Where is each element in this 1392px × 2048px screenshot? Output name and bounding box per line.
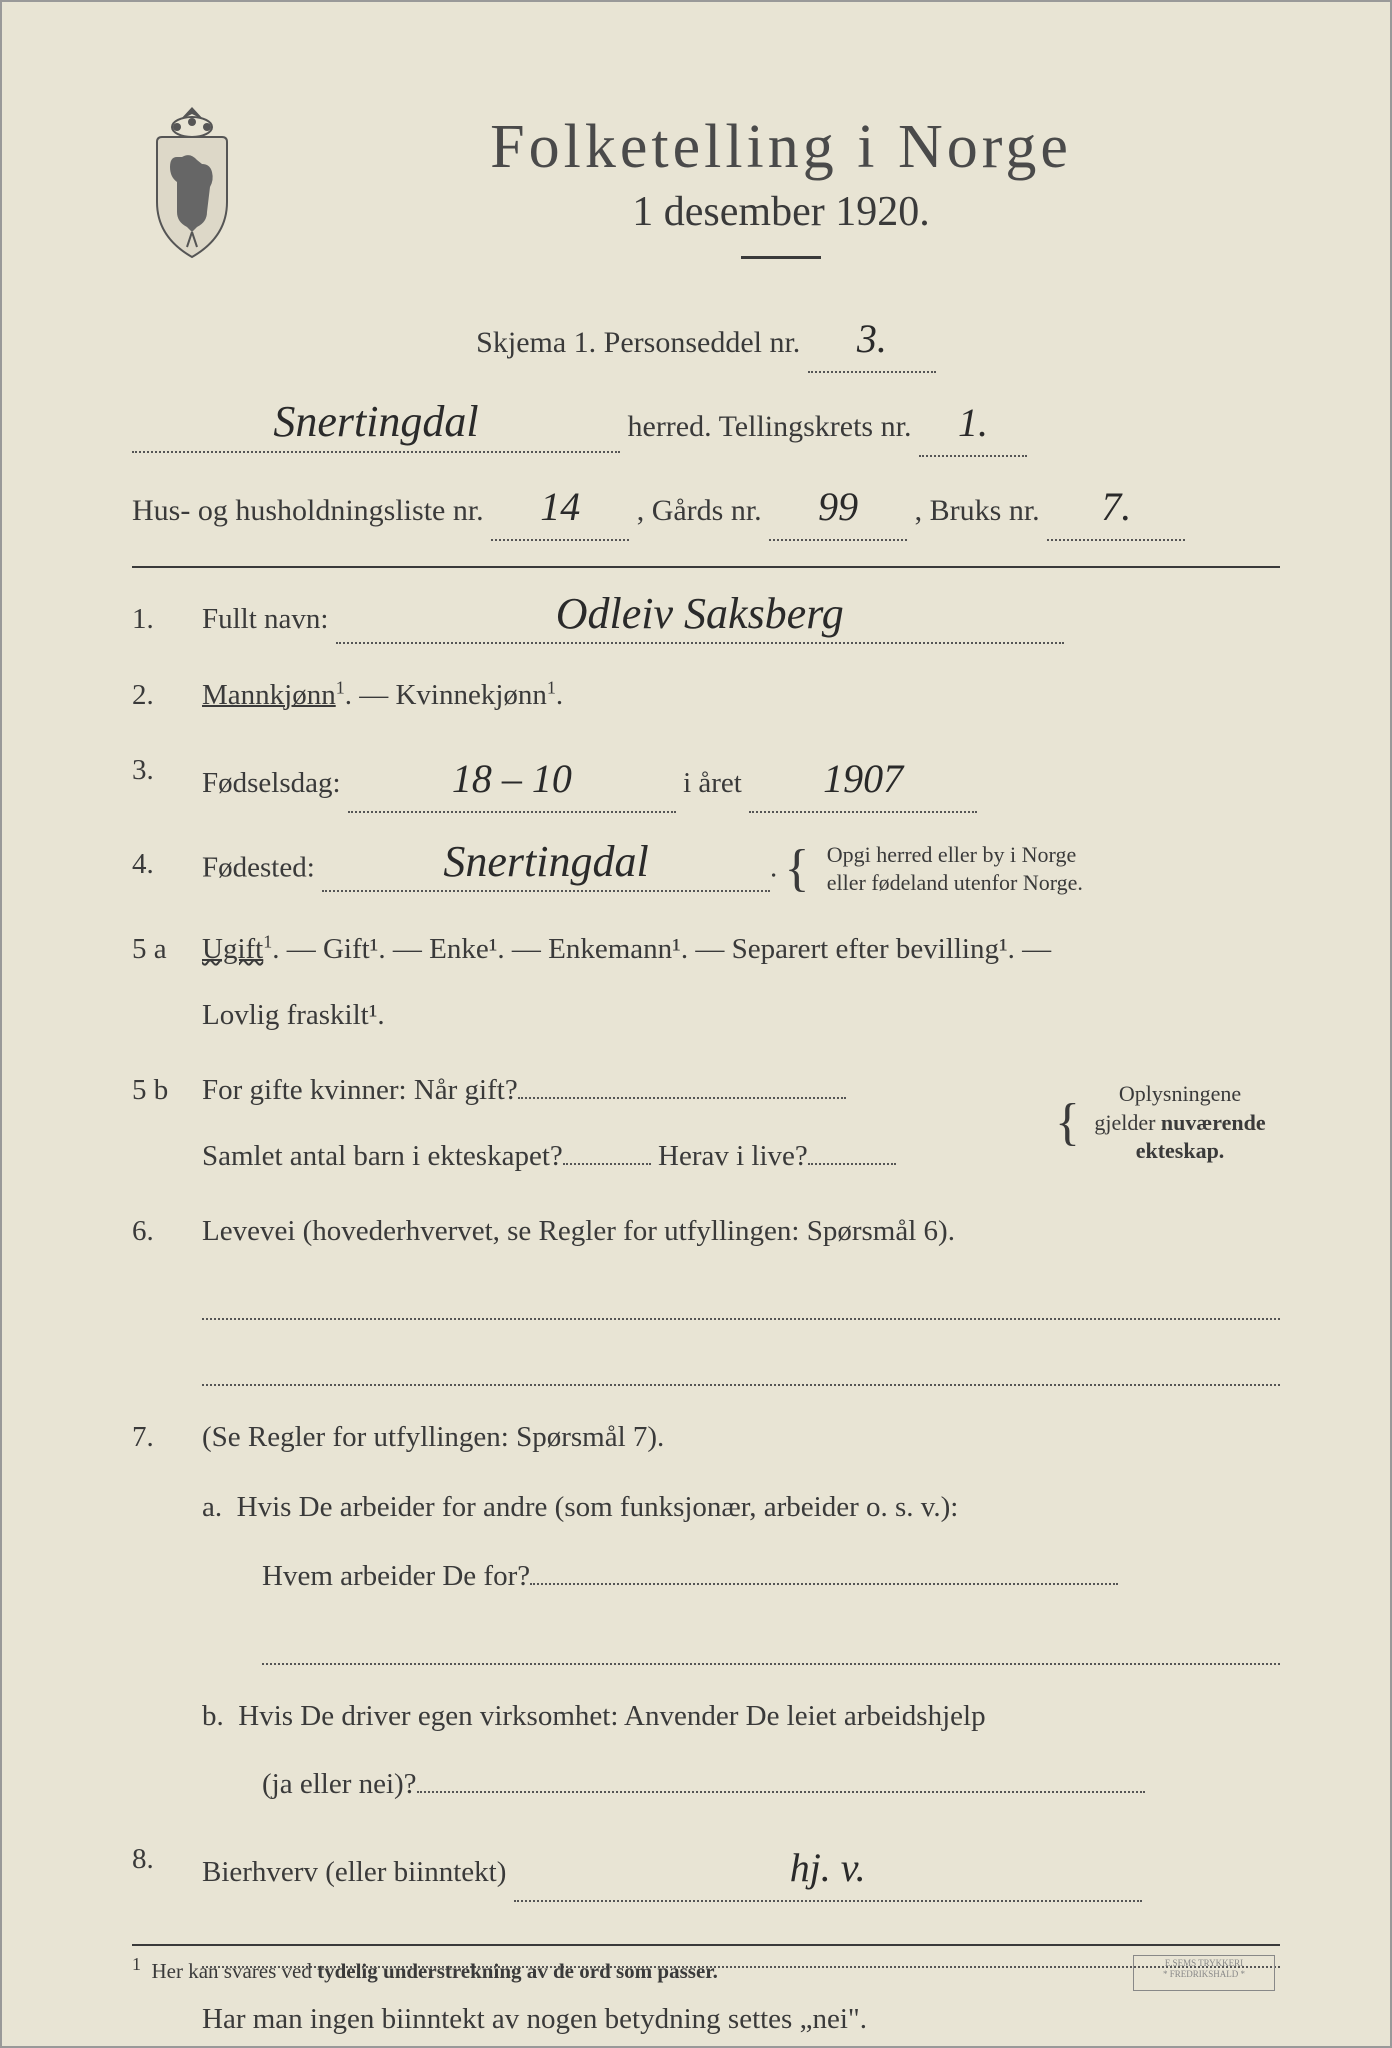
q7b2: (ja eller nei)? xyxy=(262,1768,417,1800)
item-number: 5 a xyxy=(132,926,202,1039)
stamp-l2: * FREDRIKSHALD * xyxy=(1134,1969,1274,1980)
tellingskrets-nr: 1. xyxy=(958,400,988,445)
coat-of-arms-icon xyxy=(132,102,252,262)
printer-stamp: E.SEMS TRYKKERI * FREDRIKSHALD * xyxy=(1133,1955,1275,1991)
husliste-label: Hus- og husholdningsliste nr. xyxy=(132,494,484,527)
header: Folketelling i Norge 1 desember 1920. xyxy=(132,102,1280,289)
bruks-nr: 7. xyxy=(1101,484,1131,529)
q7a: Hvis De arbeider for andre (som funksjon… xyxy=(237,1491,959,1523)
q5a-line2: Lovlig fraskilt¹. xyxy=(202,992,1280,1038)
q4: 4. Fødested: Snertingdal. { Opgi herred … xyxy=(132,841,1280,898)
main-title: Folketelling i Norge xyxy=(282,112,1280,183)
sup: 1 xyxy=(547,678,556,698)
ugift-text: Ugift xyxy=(202,933,263,965)
q3-year: 1907 xyxy=(823,756,903,801)
herred-value: Snertingdal xyxy=(273,397,478,446)
q8: 8. Bierhverv (eller biinntekt) hj. v. Ha… xyxy=(132,1836,1280,2042)
q8-value: hj. v. xyxy=(790,1845,866,1890)
skjema-label: Skjema 1. Personseddel nr. xyxy=(476,326,800,359)
q5b-l3: Herav i live? xyxy=(658,1140,808,1172)
divider xyxy=(741,256,821,259)
gards-nr: 99 xyxy=(818,484,858,529)
q1-value: Odleiv Saksberg xyxy=(556,589,844,638)
husliste-nr: 14 xyxy=(540,484,580,529)
item-number: 6. xyxy=(132,1208,202,1386)
footnote-text: Her kan svares ved tydelig understreknin… xyxy=(152,1959,718,1983)
q8-label: Bierhverv (eller biinntekt) xyxy=(202,1856,506,1888)
q2-mann: Mannkjønn xyxy=(202,679,336,711)
q7-label: (Se Regler for utfyllingen: Spørsmål 7). xyxy=(202,1414,1280,1460)
gards-label: , Gårds nr. xyxy=(637,494,762,527)
q6-label: Levevei (hovederhvervet, se Regler for u… xyxy=(202,1215,955,1247)
q2-kvinne: Kvinnekjønn xyxy=(395,679,546,711)
q1: 1. Fullt navn: Odleiv Saksberg xyxy=(132,596,1280,644)
q7a2: Hvem arbeider De for? xyxy=(262,1560,530,1592)
q4-value: Snertingdal xyxy=(443,837,648,886)
n1: Oplysningene xyxy=(1119,1081,1241,1106)
brace-icon: { xyxy=(785,846,810,893)
q4-note: Opgi herred eller by i Norge eller fødel… xyxy=(827,841,1107,898)
footnote-sup: 1 xyxy=(132,1954,141,1974)
item-number: 5 b xyxy=(132,1067,202,1180)
blank-line xyxy=(262,1631,1280,1665)
q5b-l2: Samlet antal barn i ekteskapet? xyxy=(202,1140,563,1172)
meta-block: Skjema 1. Personseddel nr. 3. Snertingda… xyxy=(132,307,1280,541)
n2: gjelder nuværende xyxy=(1094,1110,1265,1135)
q3-yearlabel: i året xyxy=(683,767,742,799)
q5a: 5 a Ugift1. — Gift¹. — Enke¹. — Enkemann… xyxy=(132,926,1280,1039)
q4-label: Fødested: xyxy=(202,851,315,883)
q5b: 5 b For gifte kvinner: Når gift? Samlet … xyxy=(132,1067,1280,1180)
blank-line xyxy=(202,1352,1280,1386)
q1-label: Fullt navn: xyxy=(202,603,328,635)
q2: 2. Mannkjønn1. — Kvinnekjønn1. xyxy=(132,672,1280,718)
item-number: 8. xyxy=(132,1836,202,2042)
q7: 7. (Se Regler for utfyllingen: Spørsmål … xyxy=(132,1414,1280,1808)
item-number: 3. xyxy=(132,747,202,813)
sup: 1 xyxy=(263,931,272,951)
herred-label: herred. Tellingskrets nr. xyxy=(628,410,912,443)
q3-label: Fødselsdag: xyxy=(202,767,341,799)
end-text: Har man ingen biinntekt av nogen betydni… xyxy=(202,1996,1280,2042)
footnote: 1 Her kan svares ved tydelig understrekn… xyxy=(132,1944,1280,1984)
q5b-l1: For gifte kvinner: Når gift? xyxy=(202,1074,518,1106)
personseddel-nr: 3. xyxy=(857,316,887,361)
subtitle: 1 desember 1920. xyxy=(282,188,1280,236)
q7b: Hvis De driver egen virksomhet: Anvender… xyxy=(238,1700,985,1732)
title-block: Folketelling i Norge 1 desember 1920. xyxy=(282,102,1280,289)
q3: 3. Fødselsdag: 18 – 10 i året 1907 xyxy=(132,747,1280,813)
sep: . — xyxy=(345,679,389,711)
item-number: 1. xyxy=(132,596,202,644)
item-number: 4. xyxy=(132,841,202,898)
q5a-rest: . — Gift¹. — Enke¹. — Enkemann¹. — Separ… xyxy=(272,933,1051,965)
n3: ekteskap. xyxy=(1136,1138,1225,1163)
q5a-ugift: Ugift xyxy=(202,933,263,965)
q6: 6. Levevei (hovederhvervet, se Regler fo… xyxy=(132,1208,1280,1386)
sup: 1 xyxy=(336,678,345,698)
blank-line xyxy=(202,1286,1280,1320)
census-form-page: Folketelling i Norge 1 desember 1920. Sk… xyxy=(0,0,1392,2048)
brace-icon: { xyxy=(1055,1100,1080,1147)
divider xyxy=(132,566,1280,568)
q5b-note: Oplysningene gjelder nuværende ekteskap. xyxy=(1080,1080,1280,1166)
item-number: 7. xyxy=(132,1414,202,1808)
q3-day: 18 – 10 xyxy=(452,756,572,801)
stamp-l1: E.SEMS TRYKKERI xyxy=(1134,1958,1274,1969)
bruks-label: , Bruks nr. xyxy=(915,494,1040,527)
item-number: 2. xyxy=(132,672,202,718)
